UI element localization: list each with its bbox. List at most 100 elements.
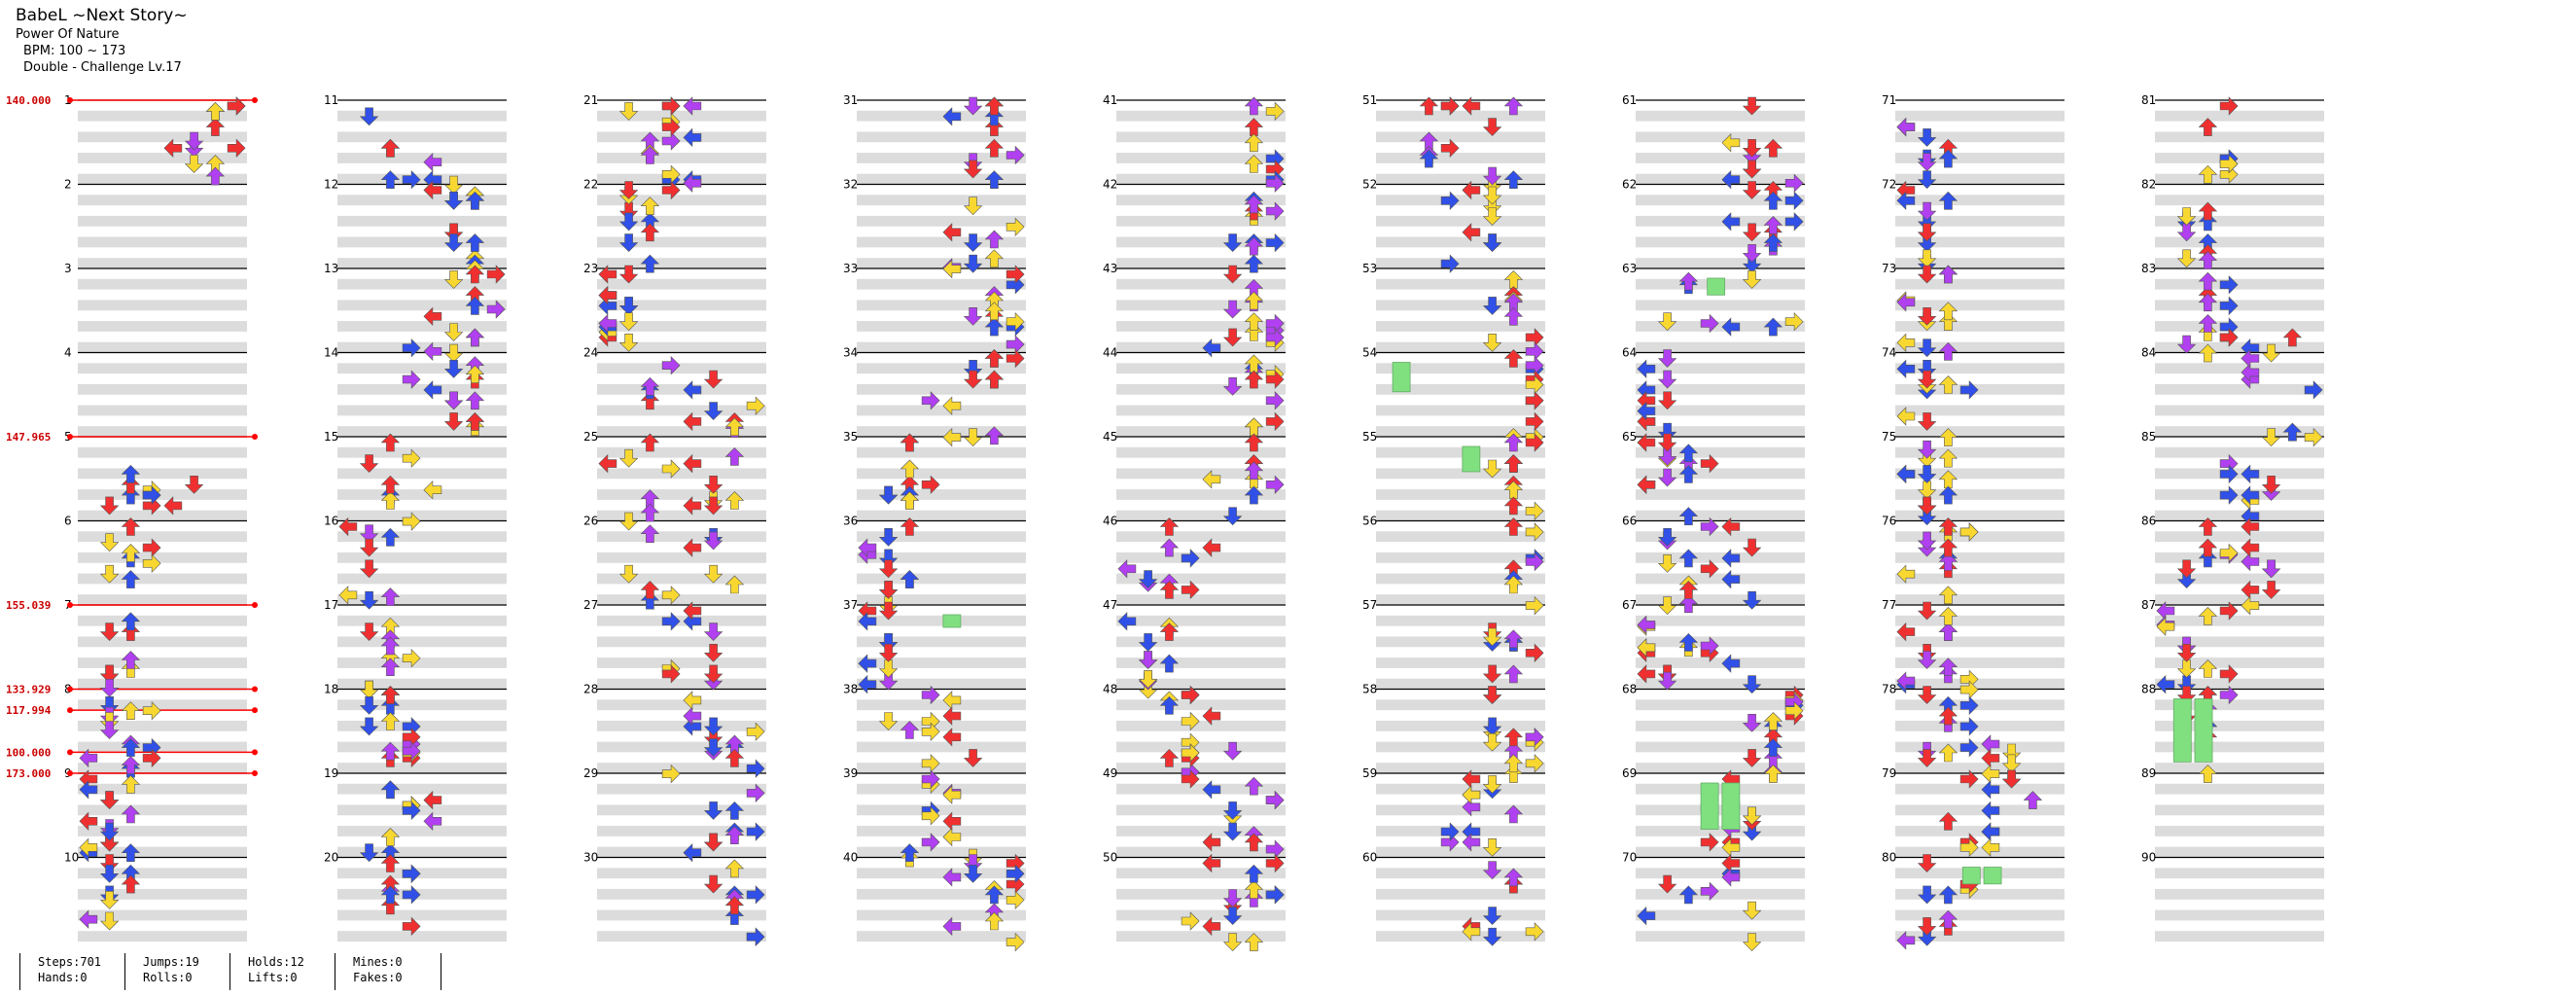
arrow-icon xyxy=(380,854,401,872)
arrow-icon xyxy=(1678,549,1699,568)
beat-stripe xyxy=(78,720,247,731)
beat-stripe xyxy=(1636,804,1805,816)
arrow-icon xyxy=(746,396,765,415)
beat-stripe xyxy=(78,321,247,332)
arrow-icon xyxy=(618,102,639,121)
arrow-icon xyxy=(359,717,379,736)
arrow-icon xyxy=(942,916,962,937)
beat-stripe xyxy=(78,258,247,268)
arrow-icon xyxy=(1657,596,1677,616)
arrow-icon xyxy=(618,512,639,531)
arrow-icon xyxy=(2219,275,2239,295)
arrow-icon xyxy=(598,313,618,334)
measure-number: 76 xyxy=(1882,515,1896,528)
arrow-icon xyxy=(1938,606,1958,625)
arrow-icon xyxy=(359,559,379,579)
arrow-icon xyxy=(1525,728,1544,747)
beat-stripe xyxy=(78,195,247,206)
beat-stripe xyxy=(78,636,247,648)
arrow-icon xyxy=(1138,669,1158,689)
arrow-icon xyxy=(1917,223,1937,242)
arrow-icon xyxy=(683,453,702,474)
beat-stripe xyxy=(597,783,766,795)
measure-number: 29 xyxy=(583,766,598,780)
arrow-icon xyxy=(380,686,401,704)
arrow-icon xyxy=(443,192,464,210)
arrow-icon xyxy=(465,233,485,252)
arrow-icon xyxy=(2261,475,2281,494)
beat-stripe xyxy=(1636,426,1805,437)
arrow-icon xyxy=(99,721,120,739)
arrow-icon xyxy=(2198,271,2218,291)
arrow-icon xyxy=(1482,207,1502,226)
arrow-icon xyxy=(1503,170,1524,189)
arrow-icon xyxy=(380,475,401,494)
arrow-icon xyxy=(2261,428,2281,447)
measure-number: 44 xyxy=(1103,346,1117,360)
arrow-icon xyxy=(1917,531,1937,551)
beat-stripe xyxy=(1895,783,2064,795)
beat-stripe xyxy=(1376,741,1545,753)
arrow-icon xyxy=(942,259,962,279)
beat-stripe xyxy=(1636,341,1805,353)
beat-stripe xyxy=(1895,678,2064,690)
beat-stripe xyxy=(1895,363,2064,374)
arrow-icon xyxy=(703,833,723,852)
arrow-icon xyxy=(2176,249,2197,268)
arrow-icon xyxy=(1503,517,1524,536)
arrow-icon xyxy=(1265,790,1285,810)
arrow-icon xyxy=(99,496,120,516)
arrow-icon xyxy=(1742,901,1762,920)
beat-stripe xyxy=(2155,215,2324,227)
beat-stripe xyxy=(1376,153,1545,163)
beat-stripe xyxy=(1376,110,1545,122)
hold-icon xyxy=(1983,867,2002,885)
beat-stripe xyxy=(78,446,247,458)
arrow-icon xyxy=(1742,590,1762,610)
arrow-icon xyxy=(1678,507,1699,526)
arrow-icon xyxy=(724,575,745,594)
measure-number: 69 xyxy=(1622,766,1637,780)
beat-stripe xyxy=(1636,363,1805,374)
arrow-icon xyxy=(683,538,702,557)
arrow-icon xyxy=(2282,422,2303,442)
arrow-icon xyxy=(121,485,141,505)
arrow-icon xyxy=(1265,885,1285,905)
beat-stripe xyxy=(857,931,1026,942)
arrow-icon xyxy=(1159,622,1180,641)
bpm-marker-right xyxy=(252,749,258,756)
beat-stripe xyxy=(597,489,766,500)
beat-stripe xyxy=(2155,783,2324,795)
arrow-icon xyxy=(1637,615,1656,635)
bpm-value: 155.039 xyxy=(6,599,51,612)
arrow-icon xyxy=(1678,594,1699,614)
arrow-icon xyxy=(1896,117,1916,137)
arrow-icon xyxy=(1896,464,1916,484)
arrow-icon xyxy=(1482,118,1502,137)
beat-stripe xyxy=(1895,195,2064,206)
arrow-icon xyxy=(703,622,723,642)
arrow-icon xyxy=(1265,391,1285,410)
arrow-icon xyxy=(2241,485,2260,505)
arrow-icon xyxy=(1763,138,1783,158)
beat-stripe xyxy=(597,321,766,332)
arrow-icon xyxy=(1742,538,1762,557)
beat-stripe xyxy=(337,383,507,395)
arrow-icon xyxy=(1917,885,1937,905)
beat-stripe xyxy=(1636,215,1805,227)
beat-stripe xyxy=(1636,173,1805,185)
beat-stripe xyxy=(1116,763,1286,773)
arrow-icon xyxy=(1222,907,1243,926)
beat-stripe xyxy=(1636,763,1805,773)
arrow-icon xyxy=(640,524,660,544)
arrow-icon xyxy=(443,343,464,363)
beat-stripe xyxy=(1895,804,2064,816)
arrow-icon xyxy=(184,131,204,151)
measure-number: 89 xyxy=(2141,766,2156,780)
beat-stripe xyxy=(78,573,247,585)
measure-number: 75 xyxy=(1882,430,1896,444)
arrow-icon xyxy=(661,117,681,137)
arrow-icon xyxy=(79,811,98,832)
measure-number: 27 xyxy=(583,598,598,612)
beat-stripe xyxy=(597,110,766,122)
